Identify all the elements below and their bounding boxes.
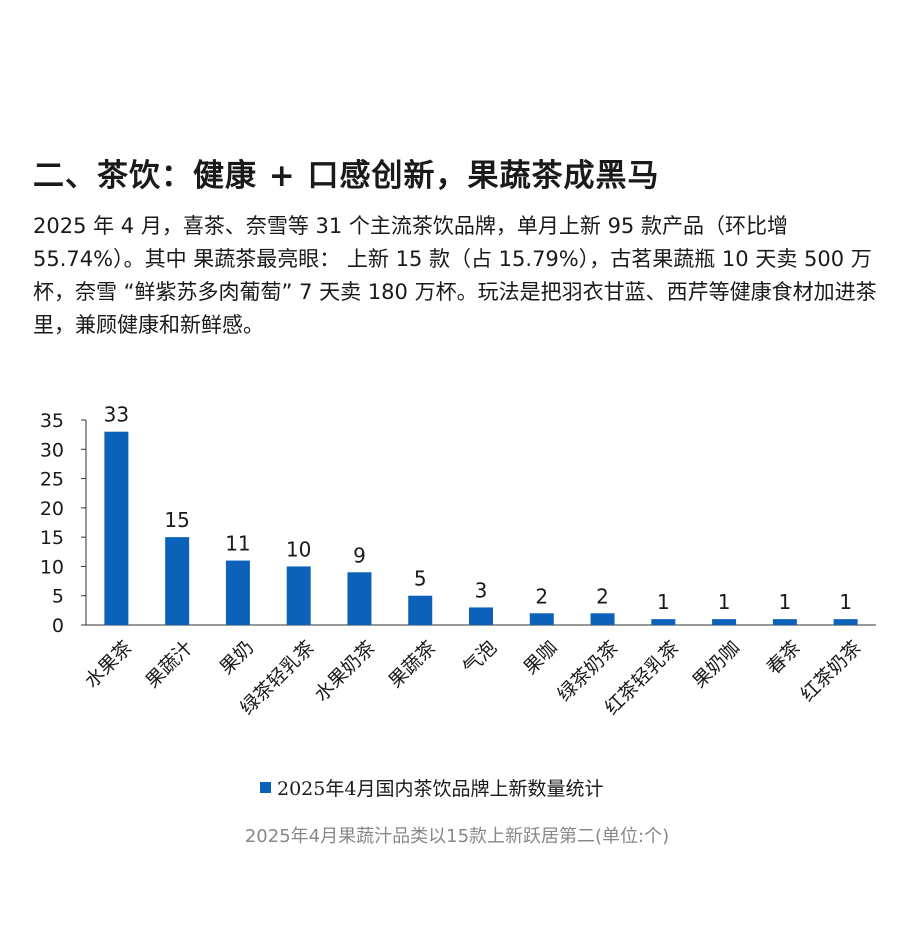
data-label: 1 bbox=[839, 590, 852, 614]
data-label: 1 bbox=[778, 590, 791, 614]
data-label: 9 bbox=[353, 543, 366, 567]
bar bbox=[651, 619, 676, 625]
data-label: 2 bbox=[535, 584, 548, 608]
chart-caption: 2025年4月果蔬汁品类以15款上新跃居第二(单位:个) bbox=[244, 826, 670, 847]
x-tick-label: 水果奶茶 bbox=[310, 637, 379, 706]
data-label: 5 bbox=[414, 567, 427, 591]
x-tick-label: 气泡 bbox=[459, 637, 501, 679]
data-label: 10 bbox=[286, 537, 311, 561]
data-label: 1 bbox=[657, 590, 670, 614]
x-tick-label: 果蔬汁 bbox=[141, 637, 197, 693]
y-tick-label: 5 bbox=[52, 586, 64, 608]
x-tick-label: 果咖 bbox=[519, 637, 561, 679]
data-label: 3 bbox=[475, 578, 488, 602]
bar bbox=[833, 619, 858, 625]
chart-legend: 2025年4月国内茶饮品牌上新数量统计 bbox=[260, 774, 603, 801]
bar bbox=[772, 619, 797, 625]
y-tick-label: 35 bbox=[40, 410, 64, 432]
bar-chart: 05101520253035 331511 10 95 3 2 2 1 1 1 1 水果茶 果蔬汁果… bbox=[40, 403, 876, 720]
bar bbox=[165, 537, 190, 625]
y-tick-label: 10 bbox=[40, 556, 64, 578]
data-label: 15 bbox=[164, 508, 189, 532]
data-label: 1 bbox=[718, 590, 731, 614]
bar bbox=[225, 560, 250, 625]
legend-label: 2025年4月国内茶饮品牌上新数量统计 bbox=[277, 778, 604, 800]
y-tick-label: 30 bbox=[40, 439, 64, 461]
x-tick-label: 红茶奶茶 bbox=[796, 637, 865, 706]
y-tick-label: 20 bbox=[40, 498, 64, 520]
y-tick-label: 15 bbox=[40, 527, 64, 549]
y-tick-label: 0 bbox=[52, 615, 64, 637]
data-label: 11 bbox=[225, 532, 250, 556]
x-tick-label: 果奶 bbox=[216, 637, 258, 679]
x-tick-label: 果蔬茶 bbox=[385, 637, 441, 693]
intro-paragraph: 2025 年 4 月，喜茶、奈雪等 31 个主流茶饮品牌，单月上新 95 款产品… bbox=[33, 214, 877, 337]
data-label: 2 bbox=[596, 584, 609, 608]
bar bbox=[590, 613, 615, 625]
bar bbox=[712, 619, 737, 625]
x-tick-label: 春茶 bbox=[763, 637, 805, 679]
bar bbox=[529, 613, 554, 625]
bar bbox=[286, 566, 311, 625]
bar bbox=[408, 595, 433, 625]
legend-swatch bbox=[260, 782, 271, 793]
data-label: 33 bbox=[104, 403, 129, 427]
bar bbox=[347, 572, 372, 625]
bar bbox=[104, 431, 129, 625]
bar bbox=[469, 607, 493, 625]
x-tick-label: 水果茶 bbox=[81, 637, 137, 693]
section-heading: 二、茶饮：健康 + 口感创新，果蔬茶成黑马 bbox=[33, 158, 660, 194]
bars bbox=[104, 431, 858, 625]
x-tick-label: 果奶咖 bbox=[688, 637, 744, 693]
y-tick-label: 25 bbox=[40, 469, 64, 491]
